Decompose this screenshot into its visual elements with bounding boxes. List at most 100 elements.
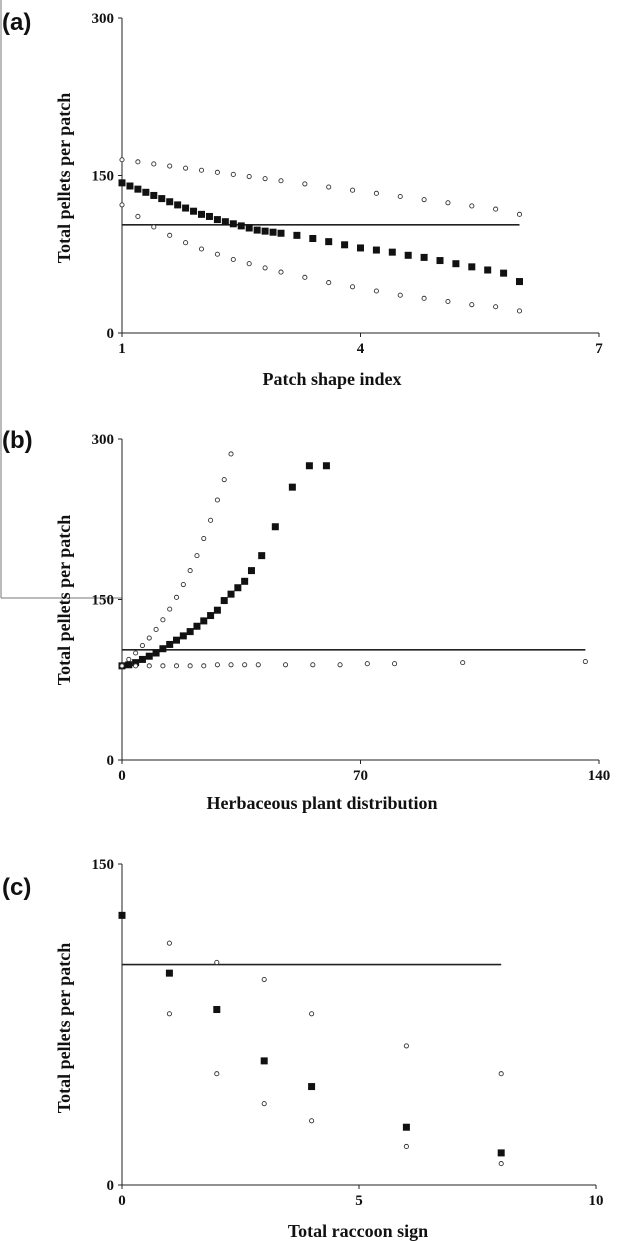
circle-marker (135, 159, 141, 165)
square-marker (165, 969, 173, 977)
circle-marker (337, 662, 343, 668)
circle-marker (151, 161, 157, 167)
x-tick-label: 0 (118, 1193, 126, 1209)
circle-marker (166, 940, 172, 946)
circle-marker (228, 662, 234, 668)
square-marker (420, 253, 428, 261)
square-marker (138, 655, 146, 663)
circle-marker (198, 167, 205, 173)
circle-marker (160, 617, 166, 623)
square-marker (220, 597, 228, 605)
square-marker (500, 269, 508, 277)
circle-marker (146, 663, 152, 669)
plot-area: 0 150 300 1 4 7 (92, 11, 604, 357)
panel-label: (b) (2, 427, 33, 454)
circle-marker (167, 232, 173, 238)
circle-marker (262, 265, 268, 271)
y-tick-label: 300 (92, 11, 115, 27)
circle-marker (230, 171, 236, 177)
square-marker (247, 567, 255, 575)
panel-label: (a) (2, 9, 31, 36)
circle-marker (198, 246, 205, 252)
circle-marker (445, 298, 451, 305)
plot-area: 0 150 0 5 10 (92, 857, 604, 1209)
square-marker (341, 241, 349, 249)
square-marker (484, 266, 492, 274)
circle-marker (201, 663, 207, 669)
y-tick-label: 150 (92, 857, 115, 873)
square-marker (186, 628, 194, 636)
circle-marker (516, 211, 523, 217)
circle-marker (421, 295, 427, 301)
square-marker (325, 238, 333, 246)
y-tick-label: 0 (107, 753, 115, 769)
y-axis-label: Total pellets per patch (54, 515, 74, 686)
square-marker (213, 1006, 221, 1014)
x-tick-label: 7 (595, 341, 603, 357)
square-marker (241, 577, 249, 585)
circle-marker (403, 1043, 409, 1049)
y-tick-label: 0 (107, 326, 115, 342)
square-marker (305, 462, 313, 470)
circle-marker (167, 163, 173, 169)
square-marker (468, 263, 476, 271)
square-marker (198, 210, 205, 218)
circle-marker (167, 606, 173, 612)
square-marker (145, 652, 153, 660)
circle-marker (493, 206, 499, 212)
square-marker (193, 622, 201, 630)
square-marker (152, 649, 160, 657)
circle-marker (214, 169, 220, 175)
circle-marker (469, 302, 475, 308)
circle-marker (187, 568, 193, 574)
square-marker (221, 218, 229, 226)
square-marker (166, 198, 174, 206)
square-marker (497, 1149, 505, 1157)
circle-marker (302, 181, 308, 187)
square-marker (436, 257, 444, 265)
square-marker (134, 185, 142, 193)
panel-a: (a) Total pellets per patch Patch shape … (2, 9, 603, 389)
circle-marker (278, 178, 284, 184)
square-marker (205, 212, 213, 220)
x-axis-label: Patch shape index (262, 369, 401, 389)
panel-c: (c) Total pellets per patch Total raccoo… (2, 857, 604, 1241)
square-marker (269, 228, 277, 236)
circle-marker (302, 274, 308, 280)
circle-marker (403, 1143, 409, 1150)
circle-marker (349, 187, 356, 193)
circle-marker (255, 662, 261, 668)
circle-marker (469, 203, 475, 209)
square-marker (237, 222, 245, 230)
square-marker (322, 462, 330, 470)
y-tick-label: 150 (92, 169, 115, 185)
circle-marker (153, 626, 159, 633)
y-axis-label: Total pellets per patch (54, 93, 74, 264)
square-marker (179, 632, 187, 640)
circle-marker (282, 662, 289, 668)
square-marker (277, 229, 285, 237)
circle-marker (445, 200, 451, 206)
circle-marker (326, 280, 332, 286)
circle-marker (392, 661, 398, 667)
square-marker (125, 661, 133, 669)
circle-marker (261, 1101, 267, 1107)
plot-area: 0 150 300 0 70 140 (92, 432, 611, 784)
circle-marker (133, 663, 139, 669)
square-marker (166, 640, 174, 648)
square-marker (293, 231, 301, 239)
circle-marker (228, 451, 234, 457)
square-marker (200, 617, 208, 625)
x-tick-label: 0 (118, 768, 126, 784)
circle-marker (230, 256, 236, 263)
x-axis-label: Total raccoon sign (288, 1221, 428, 1241)
square-marker (158, 195, 166, 203)
circle-marker (460, 660, 466, 666)
square-marker (253, 226, 261, 234)
circle-marker (278, 269, 284, 275)
square-marker (213, 216, 221, 224)
circle-marker (119, 202, 125, 208)
square-marker (207, 612, 215, 620)
square-marker (190, 207, 198, 215)
circle-marker (373, 288, 379, 294)
